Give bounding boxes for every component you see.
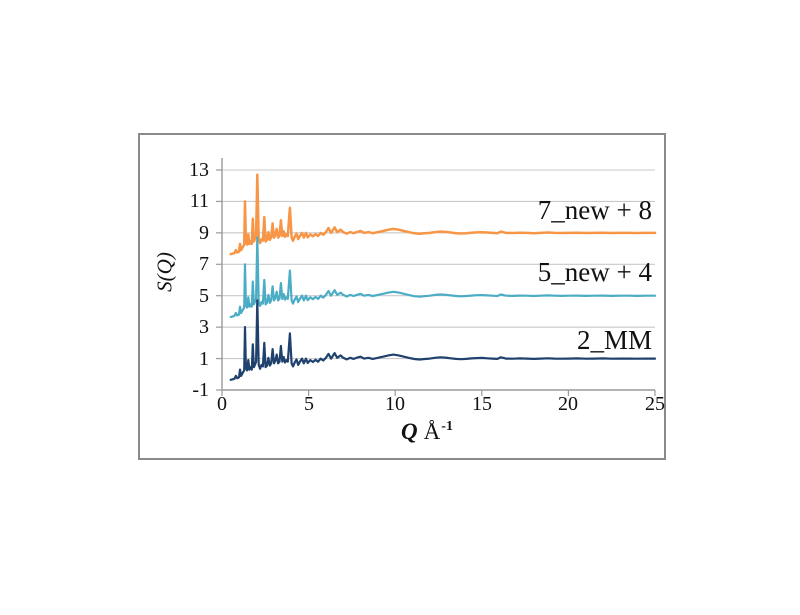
series-annotation-7-new: 7_new + 8 <box>537 195 652 225</box>
x-tick-label: 20 <box>558 393 578 415</box>
y-tick-label: 11 <box>189 190 209 212</box>
x-tick-label: 15 <box>472 393 492 415</box>
x-axis-title: Q Å-1 <box>222 412 632 447</box>
y-tick-label: 3 <box>199 316 209 338</box>
y-tick-label: 13 <box>189 159 209 181</box>
y-tick-label: 1 <box>199 348 209 370</box>
x-tick-label: 0 <box>217 393 227 415</box>
y-tick-label: 9 <box>199 222 209 244</box>
y-tick-label: 7 <box>199 253 209 275</box>
x-axis-unit: Å <box>423 418 441 444</box>
y-tick-label: 5 <box>199 285 209 307</box>
y-axis-title: S(Q) <box>152 252 177 292</box>
y-tick-label: -1 <box>192 379 209 401</box>
series-annotation-5-new: 5_new + 4 <box>537 257 652 287</box>
x-tick-label: 5 <box>304 393 314 415</box>
x-tick-label: 10 <box>385 393 405 415</box>
x-tick-label: 25 <box>645 393 665 415</box>
series-annotation-2-mm: 2_MM <box>576 325 652 355</box>
x-axis-exponent: -1 <box>441 419 453 434</box>
x-axis-symbol: Q <box>401 418 418 444</box>
